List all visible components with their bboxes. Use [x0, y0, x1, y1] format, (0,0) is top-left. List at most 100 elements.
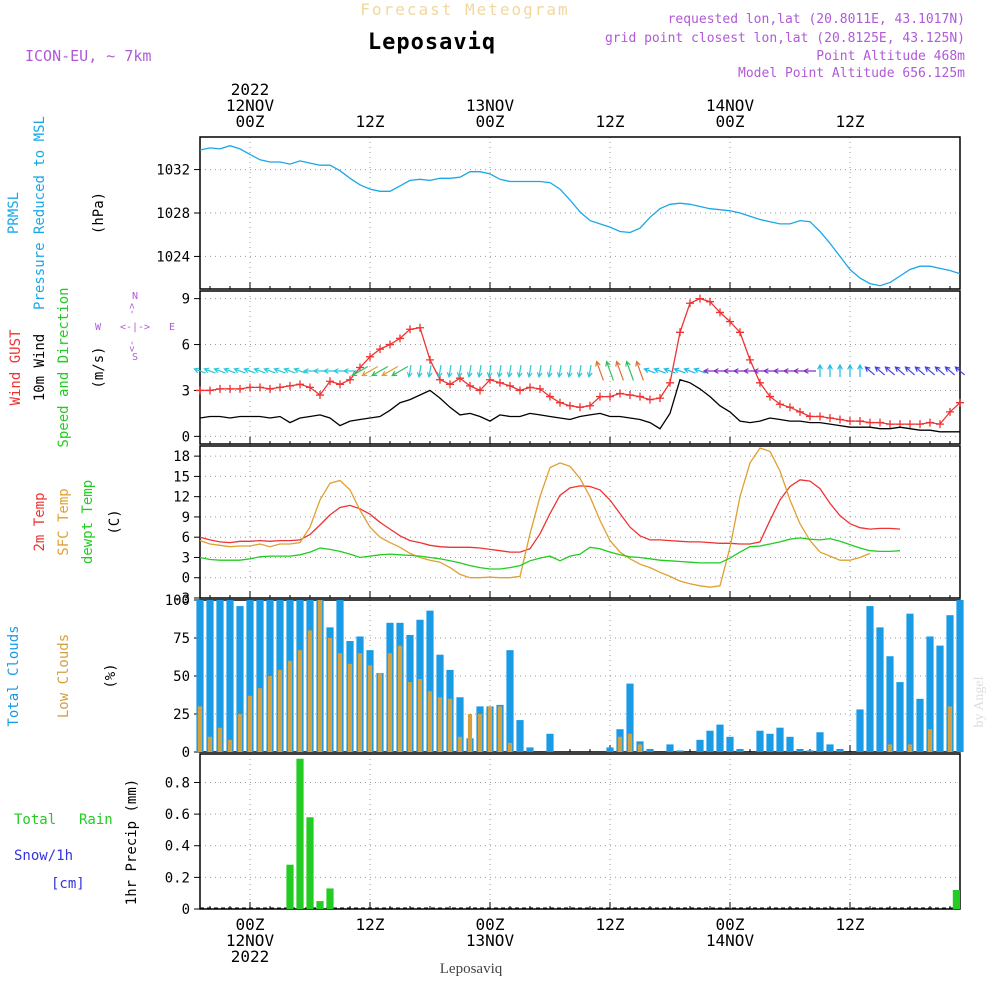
wind-arrow — [934, 366, 945, 376]
wind-arrow — [486, 364, 493, 379]
gust-marker — [446, 380, 454, 389]
wind-arrow — [586, 364, 593, 379]
cloud-bar-low — [287, 660, 293, 752]
wind-arrow — [371, 365, 389, 377]
time-label-bottom: 12Z — [836, 915, 865, 934]
wind-arrow — [605, 360, 614, 381]
cloud-bar-total — [606, 747, 614, 752]
time-label-top: 13NOV — [466, 96, 515, 115]
gust-marker — [336, 380, 344, 389]
wind-arrow — [673, 367, 686, 374]
cloud-bar-low — [267, 676, 273, 752]
wind-arrow — [924, 366, 935, 376]
cloud-bar-low — [497, 706, 503, 752]
panel-wind: 0 3 6 9 Wind GUST 10m Wind Speed and Direction… — [8, 287, 964, 448]
cloud-bar-total — [796, 748, 804, 752]
wind-arrow — [273, 367, 286, 374]
gust-marker — [256, 383, 264, 392]
legend-rain-label: Rain — [79, 812, 113, 828]
y-tick-label: 9 — [182, 292, 190, 308]
compass-down-arrow: <- — [127, 340, 138, 352]
gust-marker — [286, 381, 294, 390]
gust-marker — [316, 391, 324, 400]
gust-marker — [276, 383, 284, 392]
y-tick-label: 100 — [165, 593, 190, 609]
compass-up-arrow: -> — [127, 303, 138, 315]
gust-marker — [346, 375, 354, 384]
gust-marker — [776, 400, 784, 409]
y-tick-label: 0 — [182, 745, 190, 761]
wind-arrow — [944, 366, 955, 376]
gust-marker — [786, 403, 794, 412]
gust-marker — [196, 386, 204, 395]
cloud-bar-total — [956, 600, 964, 752]
cloud-bar-low — [317, 600, 323, 752]
precip-bar — [306, 817, 314, 909]
wind-arrow — [847, 363, 853, 377]
wind-arrow — [496, 364, 503, 379]
y-tick-label: 12 — [173, 490, 190, 506]
y-tick-label: 9 — [182, 510, 190, 526]
y-axis-label: Low Clouds — [56, 634, 72, 718]
cloud-bar-total — [526, 747, 534, 752]
y-tick-label: 1024 — [156, 249, 190, 265]
gust-marker — [636, 392, 644, 401]
panel-frame — [199, 445, 961, 599]
cloud-bar-total — [516, 720, 524, 752]
cloud-bar-total — [506, 650, 514, 752]
cloud-bar-total — [676, 750, 684, 752]
cloud-bar-total — [716, 724, 724, 752]
gust-marker — [416, 323, 424, 332]
cloud-bar-total — [886, 656, 894, 752]
y-tick-label: 6 — [182, 338, 190, 354]
wind-arrow — [506, 364, 513, 379]
gust-marker — [816, 412, 824, 421]
panel-frame — [199, 753, 961, 910]
wind-arrow — [526, 364, 533, 379]
gust-marker — [876, 418, 884, 427]
wind-arrow — [837, 363, 843, 377]
cloud-bar-total — [786, 736, 794, 752]
gust-marker — [566, 401, 574, 410]
time-label-bottom: 2022 — [231, 947, 270, 966]
series-line-10m-wind — [199, 378, 960, 433]
cloud-bar-low — [257, 688, 263, 752]
cloud-bar-total — [246, 600, 254, 752]
legend-snow-label: Snow/1h — [14, 848, 73, 864]
cloud-bar-low — [637, 744, 643, 752]
time-label-bottom: 12NOV — [226, 931, 275, 950]
cloud-bar-total — [756, 730, 764, 752]
model-altitude: Model Point Altitude 656.125m — [738, 66, 965, 81]
cloud-bar-low — [477, 714, 483, 752]
wind-arrow — [361, 365, 379, 377]
cloud-bar-low — [507, 742, 513, 752]
gust-marker — [536, 384, 544, 393]
banner-title: Forecast Meteogram — [360, 0, 569, 19]
cloud-bar-total — [426, 610, 434, 752]
panel-clouds: 0 25 50 75 100 Total Clouds Low Clouds (%) — [6, 593, 964, 761]
y-axis-label: Total Clouds — [6, 625, 22, 726]
time-label-bottom: 12Z — [596, 915, 625, 934]
series-line-2m-temp — [199, 479, 901, 553]
cloud-bar-total — [856, 709, 864, 752]
gust-marker — [586, 401, 594, 410]
y-tick-label: 6 — [182, 530, 190, 546]
gust-marker — [386, 340, 394, 349]
cloud-bar-low — [927, 729, 933, 752]
cloud-bar-low — [227, 739, 233, 752]
cloud-bar-low — [277, 669, 283, 752]
time-label-top: 00Z — [236, 112, 265, 131]
footer-location: Leposaviq — [440, 961, 503, 977]
wind-arrow — [223, 367, 236, 374]
wind-arrow — [342, 368, 356, 374]
wind-arrow — [566, 364, 573, 379]
gust-marker — [886, 420, 894, 429]
y-tick-label: 0.8 — [165, 775, 190, 791]
cloud-bar-total — [806, 750, 814, 752]
wind-arrow — [874, 366, 885, 376]
wind-arrow — [625, 360, 634, 381]
gust-marker — [806, 412, 814, 421]
gust-marker — [436, 375, 444, 384]
cloud-bar-low — [887, 744, 893, 752]
cloud-bar-low — [217, 727, 223, 752]
